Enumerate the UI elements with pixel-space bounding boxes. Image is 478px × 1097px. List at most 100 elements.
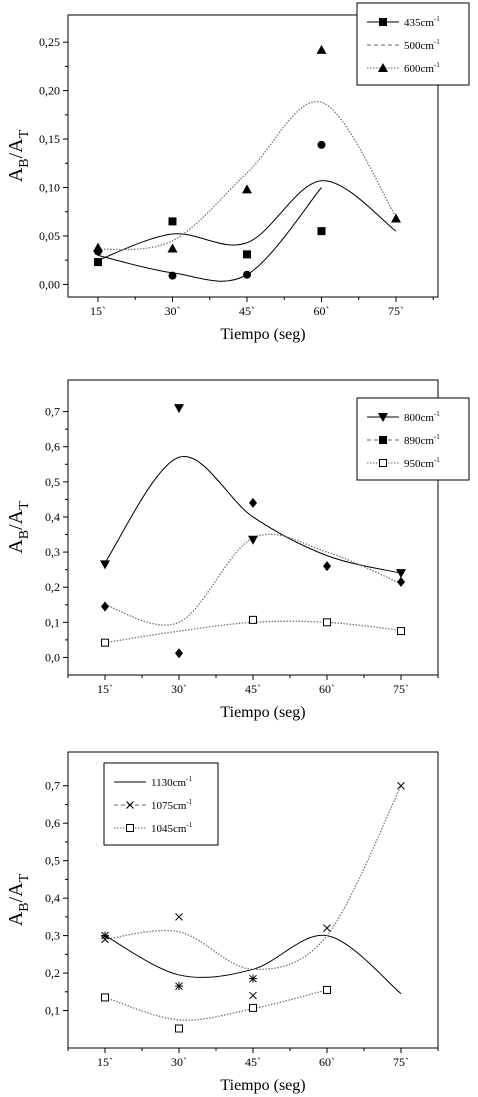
y-tick-label: 0,7 — [45, 405, 60, 419]
data-point — [101, 935, 109, 944]
y-tick-label: 0,20 — [39, 84, 60, 98]
data-point — [167, 243, 178, 253]
data-point — [100, 560, 110, 570]
fit-curve-1 — [97, 180, 397, 261]
data-point — [249, 615, 257, 624]
data-point — [249, 1003, 257, 1012]
x-tick-label: 15` — [90, 304, 106, 318]
x-axis-title: Tiempo (seg) — [220, 1077, 305, 1094]
chart-panel-2: 15` 30` 45` 60` 75` 0,0 0,1 0,2 0,3 0,4 0,5 0,6 0,7 T… — [5, 379, 470, 721]
series-1-points — [100, 404, 406, 579]
y-axis-title: AB/AT — [5, 873, 32, 926]
y-tick-label: 0,2 — [45, 580, 60, 594]
y-tick-label: 0,6 — [45, 816, 60, 830]
legend-box — [103, 762, 219, 846]
x-tick-label: 45` — [245, 1055, 261, 1069]
y-tick-label: 0,6 — [45, 440, 60, 454]
x-tick-label: 45` — [245, 682, 261, 696]
y-tick-label: 0,3 — [45, 929, 60, 943]
x-tick-label: 15` — [97, 682, 113, 696]
y-tick-label: 0,05 — [39, 229, 60, 243]
legend-marker — [378, 413, 388, 422]
x-tick-label: 75` — [393, 1055, 409, 1069]
y-tick-label: 0,3 — [45, 545, 60, 559]
y-tick-label: 0,7 — [45, 779, 60, 793]
series-3-points — [101, 985, 331, 1033]
y-tick-label: 0,00 — [39, 277, 60, 291]
series-3-points — [93, 44, 401, 253]
legend-marker — [379, 436, 387, 444]
legend-marker — [379, 18, 387, 26]
y-axis-title: AB/AT — [5, 129, 32, 182]
data-point — [243, 270, 251, 279]
y-tick-label: 0,4 — [45, 510, 60, 524]
data-point — [248, 535, 258, 545]
x-tick-label: 45` — [239, 304, 255, 318]
fit-curve-3 — [97, 101, 397, 251]
data-point — [168, 271, 177, 280]
data-point — [168, 217, 177, 226]
legend-label: 950cm-1 — [404, 456, 440, 470]
y-axis-title: AB/AT — [5, 501, 32, 554]
data-point — [174, 404, 184, 414]
y-tick-label: 0,5 — [45, 854, 60, 868]
legend: 800cm-1 890cm-1 950cm-1 — [356, 397, 470, 481]
y-tick-label: 0,2 — [45, 966, 60, 980]
data-point — [242, 184, 252, 194]
y-tick-label: 0,1 — [45, 615, 60, 629]
data-point — [317, 227, 326, 236]
x-tick-label: 30` — [165, 304, 181, 318]
y-tick-label: 0,1 — [45, 1004, 60, 1018]
data-point — [101, 638, 109, 647]
data-point — [101, 601, 109, 612]
data-point — [249, 991, 257, 1000]
x-tick-label: 60` — [319, 1055, 335, 1069]
legend: 1130cm-1 1075cm-1 1045cm-1 — [103, 762, 219, 846]
series-2-points — [101, 781, 405, 1000]
data-point — [175, 648, 183, 659]
x-tick-label: 75` — [388, 304, 404, 318]
data-point — [175, 982, 183, 991]
fit-curve-2 — [104, 533, 402, 626]
fit-curve-2 — [97, 187, 322, 282]
legend-label: 800cm-1 — [404, 410, 440, 424]
chart-panel-3: 15` 30` 45` 60` 75` 0,1 0,2 0,3 0,4 0,5 0,6 0,7 Tiem… — [5, 751, 439, 1094]
legend-marker — [378, 63, 388, 72]
series-2-points — [101, 497, 405, 659]
y-tick-label: 0,4 — [45, 891, 60, 905]
fit-curve-2 — [104, 785, 402, 970]
data-point — [323, 561, 331, 572]
data-point — [249, 497, 257, 508]
y-tick-label: 0,15 — [39, 132, 60, 146]
x-axis-title: Tiempo (seg) — [220, 326, 305, 343]
data-point — [397, 576, 405, 587]
x-tick-label: 75` — [393, 682, 409, 696]
data-point — [317, 140, 326, 149]
y-tick-label: 0,10 — [39, 180, 60, 194]
x-tick-label: 30` — [171, 1055, 187, 1069]
data-point — [175, 913, 183, 921]
x-tick-label: 15` — [97, 1055, 113, 1069]
data-point — [249, 974, 257, 983]
series-3-points — [101, 615, 405, 647]
chart-panel-1: 15` 30` 45` 60` 75` 0,00 0,05 0,10 0,15 0,20 0,25 T… — [5, 2, 470, 343]
legend-label: 435cm-1 — [404, 15, 440, 29]
y-tick-label: 0,5 — [45, 475, 60, 489]
series-1-points — [94, 217, 326, 267]
data-point — [323, 985, 331, 994]
data-point — [243, 250, 251, 259]
data-point — [93, 242, 103, 252]
data-point — [396, 569, 406, 579]
x-tick-label: 30` — [171, 682, 187, 696]
legend: 435cm-1 500cm-1 600cm-1 — [356, 2, 470, 86]
legend-box — [356, 397, 470, 481]
legend-label: 500cm-1 — [404, 38, 440, 52]
series-1-points — [101, 931, 257, 991]
data-point — [101, 931, 109, 940]
data-point — [323, 924, 331, 932]
legend-label: 600cm-1 — [404, 61, 440, 75]
legend-marker — [379, 459, 387, 467]
fit-curve-3 — [104, 989, 328, 1021]
data-point — [316, 44, 327, 54]
x-tick-label: 60` — [319, 682, 335, 696]
